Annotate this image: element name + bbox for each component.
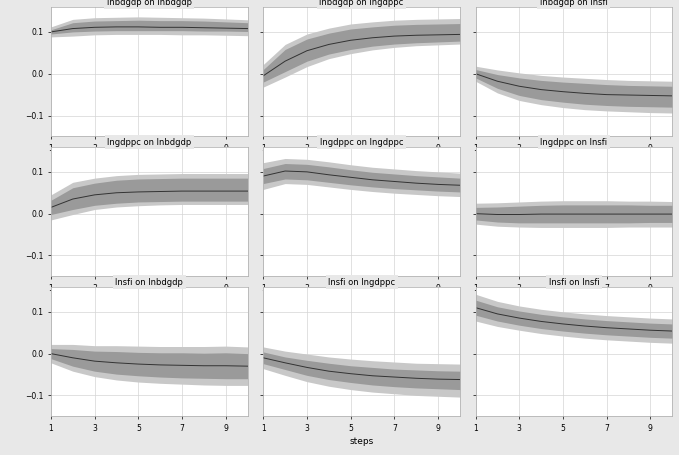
Title: lnsfi on lngdppc: lnsfi on lngdppc xyxy=(328,278,395,287)
Title: lnbdgdp on lngdppc: lnbdgdp on lngdppc xyxy=(319,0,404,7)
Title: lngdppc on lnsfi: lngdppc on lnsfi xyxy=(540,138,608,147)
Title: lnsfi on lnbdgdp: lnsfi on lnbdgdp xyxy=(115,278,183,287)
Title: lngdppc on lnbdgdp: lngdppc on lnbdgdp xyxy=(107,138,191,147)
Title: lnbdgdp on lnsfi: lnbdgdp on lnsfi xyxy=(540,0,608,7)
Title: lnsfi on lnsfi: lnsfi on lnsfi xyxy=(549,278,600,287)
X-axis label: steps: steps xyxy=(350,437,373,446)
Title: lnbdgdp on lnbdgdp: lnbdgdp on lnbdgdp xyxy=(107,0,191,7)
Title: lngdppc on lngdppc: lngdppc on lngdppc xyxy=(320,138,403,147)
